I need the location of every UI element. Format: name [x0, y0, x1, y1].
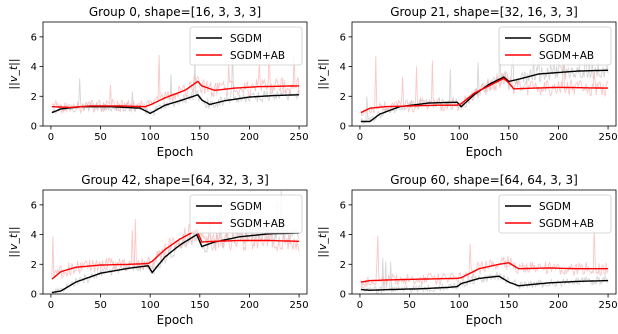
y-tick-label: 0 — [31, 122, 37, 133]
axes-frame — [42, 189, 308, 295]
chart-panel: 0 50 100 150 200 250 0 2 4 6 Group 0, shape=[16, 3… — [7, 5, 309, 159]
series-noise-trace — [360, 28, 609, 125]
y-tick-label: 0 — [31, 290, 37, 301]
series-line — [360, 275, 609, 292]
y-tick-label: 2 — [31, 92, 37, 103]
y-tick-label: 6 — [340, 200, 346, 211]
x-tick-label: 150 — [190, 300, 209, 311]
y-axis-label: ||v_t|| — [7, 226, 20, 257]
series-noise-trace — [360, 227, 609, 288]
y-tick-label: 2 — [340, 260, 346, 271]
axes-frame — [351, 21, 617, 127]
x-tick-label: 150 — [190, 132, 209, 143]
chart-title: Group 0, shape=[16, 3, 3, 3] — [89, 5, 261, 19]
x-tick-label: 50 — [403, 300, 416, 311]
y-tick-label: 0 — [340, 122, 346, 133]
x-axis-label: Epoch — [466, 313, 503, 327]
y-tick-label: 4 — [340, 230, 346, 241]
y-axis-label: ||v_t|| — [316, 226, 329, 257]
x-axis-label: Epoch — [157, 313, 194, 327]
chart-panel: 0 50 100 150 200 250 0 2 4 6 Group 21, shape=[32, … — [316, 5, 618, 159]
y-tick-label: 4 — [31, 230, 37, 241]
axes-frame — [42, 21, 308, 127]
legend: SGDM SGDM+AB — [189, 26, 303, 66]
series-line — [51, 80, 300, 109]
x-tick-label: 50 — [94, 300, 107, 311]
y-tick-label: 0 — [340, 290, 346, 301]
y-tick-label: 4 — [340, 62, 346, 73]
series-line — [360, 69, 609, 123]
legend: SGDM SGDM+AB — [498, 26, 612, 66]
legend-label: SGDM — [230, 201, 262, 213]
x-axis-label: Epoch — [466, 145, 503, 159]
chart-panel: 0 50 100 150 200 250 0 2 4 6 Group 42, shape=[64, … — [7, 173, 309, 327]
x-tick-label: 100 — [141, 300, 160, 311]
legend-label: SGDM+AB — [539, 50, 594, 62]
axes-frame — [351, 189, 617, 295]
x-tick-label: 200 — [549, 132, 568, 143]
x-tick-label: 100 — [450, 300, 469, 311]
chart-title: Group 42, shape=[64, 32, 3, 3] — [81, 173, 269, 187]
x-tick-label: 50 — [94, 132, 107, 143]
x-tick-label: 250 — [599, 300, 618, 311]
legend-label: SGDM+AB — [230, 218, 285, 230]
x-tick-label: 0 — [48, 132, 54, 143]
x-tick-label: 250 — [599, 132, 618, 143]
x-tick-label: 150 — [499, 132, 518, 143]
chart-title: Group 21, shape=[32, 16, 3, 3] — [390, 5, 578, 19]
x-tick-label: 200 — [240, 132, 259, 143]
series-line — [51, 229, 300, 280]
x-tick-label: 50 — [403, 132, 416, 143]
series-line — [51, 93, 300, 115]
legend: SGDM SGDM+AB — [498, 194, 612, 234]
legend-label: SGDM+AB — [539, 218, 594, 230]
series-line — [51, 232, 300, 294]
x-tick-label: 0 — [357, 132, 363, 143]
x-tick-label: 0 — [357, 300, 363, 311]
chart-panel: 0 50 100 150 200 250 0 2 4 6 Group 60, shape=[64, … — [316, 173, 618, 327]
x-tick-label: 200 — [240, 300, 259, 311]
legend-label: SGDM — [539, 33, 571, 45]
y-tick-label: 2 — [340, 92, 346, 103]
y-tick-label: 4 — [31, 62, 37, 73]
x-tick-label: 100 — [450, 132, 469, 143]
legend-label: SGDM — [230, 33, 262, 45]
y-tick-label: 6 — [31, 200, 37, 211]
series-noise-trace — [360, 38, 609, 117]
x-axis-label: Epoch — [157, 145, 194, 159]
y-axis-label: ||v_t|| — [316, 58, 329, 89]
x-tick-label: 250 — [290, 300, 309, 311]
series-line — [360, 262, 609, 283]
x-tick-label: 200 — [549, 300, 568, 311]
y-tick-label: 2 — [31, 260, 37, 271]
legend-label: SGDM+AB — [230, 50, 285, 62]
x-tick-label: 0 — [48, 300, 54, 311]
legend-label: SGDM — [539, 201, 571, 213]
y-tick-label: 6 — [31, 32, 37, 43]
y-tick-label: 6 — [340, 32, 346, 43]
series-noise-trace — [360, 258, 609, 294]
x-tick-label: 150 — [499, 300, 518, 311]
chart-title: Group 60, shape=[64, 64, 3, 3] — [390, 173, 578, 187]
legend: SGDM SGDM+AB — [189, 194, 303, 234]
series-line — [360, 77, 609, 114]
y-axis-label: ||v_t|| — [7, 58, 20, 89]
x-tick-label: 100 — [141, 132, 160, 143]
x-tick-label: 250 — [290, 132, 309, 143]
